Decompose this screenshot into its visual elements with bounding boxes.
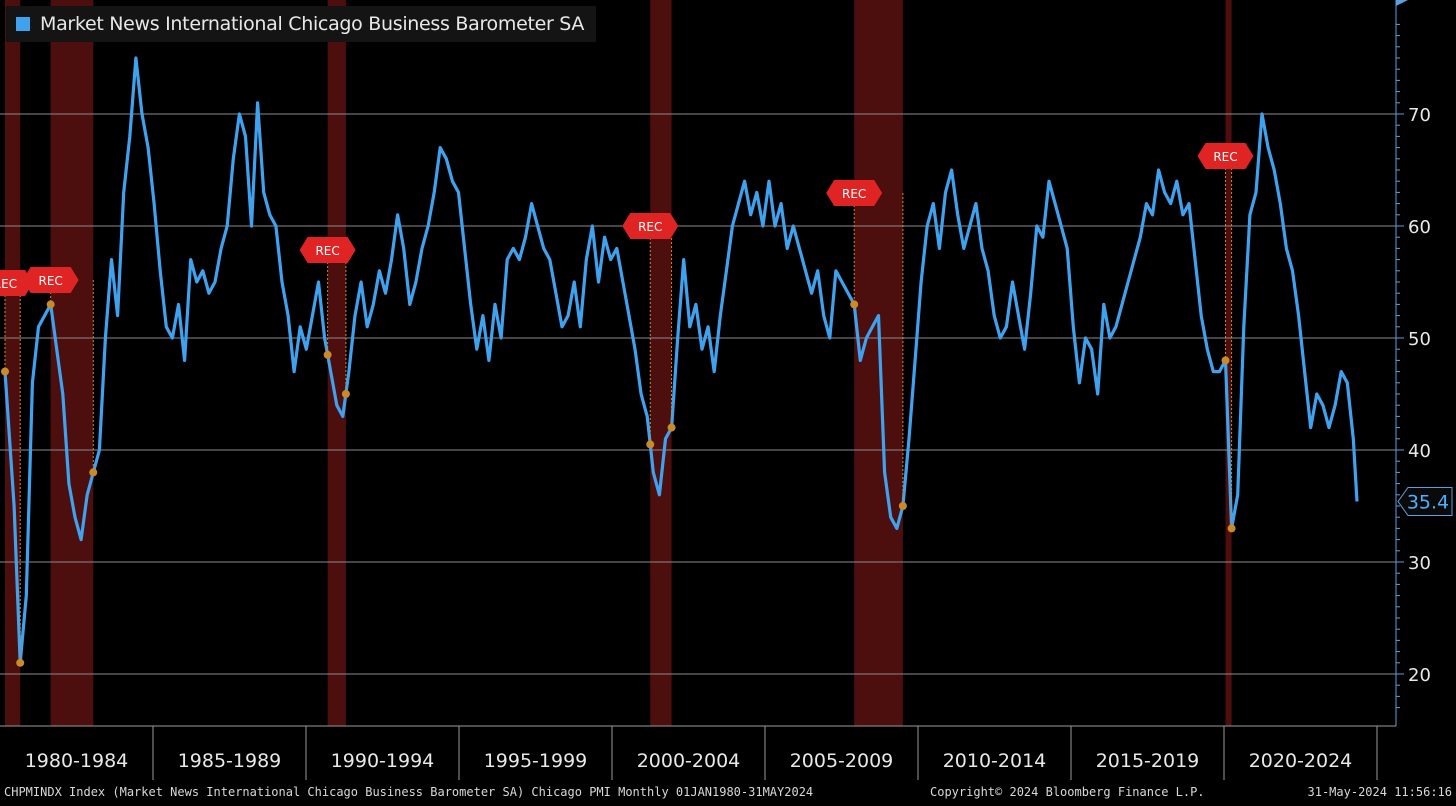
rec-dot xyxy=(46,300,55,309)
series-line xyxy=(3,56,1359,665)
rec-marker xyxy=(0,270,33,296)
y-tick-label: 20 xyxy=(1408,665,1431,686)
x-tick-label: 2000-2004 xyxy=(637,750,741,772)
x-tick-label: 1985-1989 xyxy=(178,750,282,772)
rec-marker xyxy=(826,180,883,206)
rec-dot xyxy=(850,300,859,309)
x-tick-label: 1980-1984 xyxy=(25,750,129,772)
recession-bands xyxy=(5,0,1232,726)
x-tick-label: 2010-2014 xyxy=(943,750,1047,772)
legend: Market News International Chicago Busine… xyxy=(6,6,597,42)
footer-copyright: Copyright© 2024 Bloomberg Finance L.P. xyxy=(930,785,1205,799)
rec-dot xyxy=(646,440,655,449)
rec-dot xyxy=(1227,524,1236,533)
rec-marker-label: REC xyxy=(842,187,866,201)
x-tick-label: 2005-2009 xyxy=(790,750,894,772)
last-value-badge-group: 35.4 xyxy=(1397,487,1453,517)
y-axis: 20 30 40 50 60 70 xyxy=(1395,0,1431,726)
x-tick-label: 1995-1999 xyxy=(484,750,588,772)
recession-band xyxy=(327,0,346,726)
legend-label: Market News International Chicago Busine… xyxy=(40,13,585,35)
rec-dot xyxy=(16,658,25,667)
x-tick-label: 2015-2019 xyxy=(1096,750,1200,772)
rec-marker xyxy=(1197,143,1254,169)
y-tick-label: 50 xyxy=(1408,329,1431,350)
recession-markers: REC REC REC REC REC REC xyxy=(0,143,1254,667)
footer-source: CHPMINDX Index (Market News Internationa… xyxy=(4,785,814,799)
rec-marker-label: REC xyxy=(0,277,17,291)
x-tick-label: 1990-1994 xyxy=(331,750,435,772)
y-tick-label: 40 xyxy=(1408,441,1431,462)
recession-band xyxy=(650,0,672,726)
legend-swatch xyxy=(16,17,30,31)
footer: CHPMINDX Index (Market News Internationa… xyxy=(0,782,1456,806)
last-value-badge xyxy=(1397,487,1453,517)
y-tick-label: 70 xyxy=(1408,105,1431,126)
rec-marker-label: REC xyxy=(1213,150,1237,164)
x-tick-label: 2020-2024 xyxy=(1249,750,1353,772)
rec-marker xyxy=(299,237,356,263)
last-value-text: 35.4 xyxy=(1407,492,1449,514)
rec-dot xyxy=(1,367,9,376)
rec-marker-label: REC xyxy=(315,244,339,258)
series-layer xyxy=(3,56,1359,665)
recession-band xyxy=(854,0,903,726)
rec-dot xyxy=(1221,356,1230,365)
gridlines xyxy=(0,113,1396,675)
rec-marker-label: REC xyxy=(638,220,662,234)
rec-marker-label: REC xyxy=(38,274,62,288)
y-tick-label: 30 xyxy=(1408,553,1431,574)
x-axis: 1980-1984 1985-1989 1990-1994 1995-1999 2000… xyxy=(0,725,1396,780)
rec-dot xyxy=(323,350,332,359)
footer-timestamp: 31-May-2024 11:56:16 xyxy=(1307,785,1453,799)
rec-marker xyxy=(22,267,79,293)
rec-dot xyxy=(341,390,350,398)
rec-dot xyxy=(667,423,676,432)
rec-marker xyxy=(622,213,679,239)
recession-band xyxy=(1225,0,1232,726)
rec-dot xyxy=(89,468,98,477)
y-tick-label: 60 xyxy=(1408,217,1431,238)
y-axis-top-marker xyxy=(1396,0,1408,6)
rec-dot xyxy=(898,502,907,510)
